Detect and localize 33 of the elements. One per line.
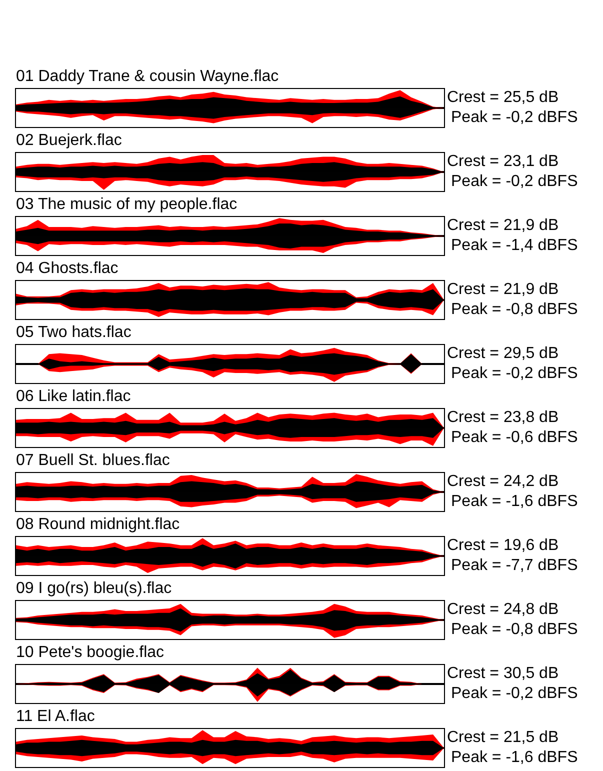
text: Peak = -1,4 dBFS (450, 236, 578, 256)
text: Crest = 21,5 dB (447, 728, 560, 748)
text: Peak = -0,8 dBFS (450, 300, 578, 320)
text: Crest = 24,8 dB (447, 600, 560, 620)
text: Peak = -7,7 dBFS (450, 556, 578, 576)
text: Crest = 21,9 dB (447, 216, 560, 236)
text: Crest = 21,9 dB (447, 280, 560, 300)
text: Peak = -0,6 dBFS (450, 428, 578, 448)
text: Peak = -1,6 dBFS (450, 492, 578, 512)
text: Peak = -0,8 dBFS (450, 620, 578, 640)
chart-title: 02 Buejerk.flac (16, 132, 122, 150)
chart-title: 01 Daddy Trane & cousin Wayne.flac (16, 68, 279, 86)
text: Crest = 30,5 dB (447, 664, 560, 684)
text: Peak = -0,2 dBFS (450, 364, 578, 384)
text: Peak = -1,6 dBFS (450, 748, 578, 768)
chart-title: 11 El A.flac (16, 708, 95, 726)
text: Peak = -0,2 dBFS (450, 684, 578, 704)
text: Peak = -0,2 dBFS (450, 108, 578, 128)
chart-title: 05 Two hats.flac (16, 324, 132, 342)
chart-title: 06 Like latin.flac (16, 388, 131, 406)
chart-title: 10 Pete's boogie.flac (16, 644, 164, 662)
chart-title: 04 Ghosts.flac (16, 260, 118, 278)
text: Crest = 29,5 dB (447, 344, 560, 364)
chart-title: 07 Buell St. blues.flac (16, 452, 170, 470)
text: Crest = 23,8 dB (447, 408, 560, 428)
text: Crest = 23,1 dB (447, 152, 560, 172)
chart-title: 03 The music of my people.flac (16, 196, 238, 214)
chart-title: 09 I go(rs) bleu(s).flac (16, 580, 172, 598)
text: Peak = -0,2 dBFS (450, 172, 578, 192)
text: Crest = 19,6 dB (447, 536, 560, 556)
chart-title: 08 Round midnight.flac (16, 516, 180, 534)
text: Crest = 24,2 dB (447, 472, 560, 492)
text: Crest = 25,5 dB (447, 88, 560, 108)
